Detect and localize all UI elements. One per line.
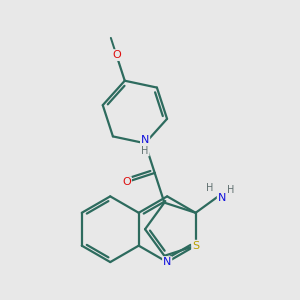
Text: O: O [112, 50, 121, 60]
Text: O: O [122, 177, 131, 187]
Text: N: N [163, 257, 171, 267]
Text: N: N [218, 193, 226, 203]
Text: S: S [192, 241, 199, 251]
Text: N: N [141, 135, 149, 145]
Text: H: H [227, 185, 235, 195]
Text: H: H [141, 146, 149, 156]
Text: H: H [206, 183, 214, 193]
